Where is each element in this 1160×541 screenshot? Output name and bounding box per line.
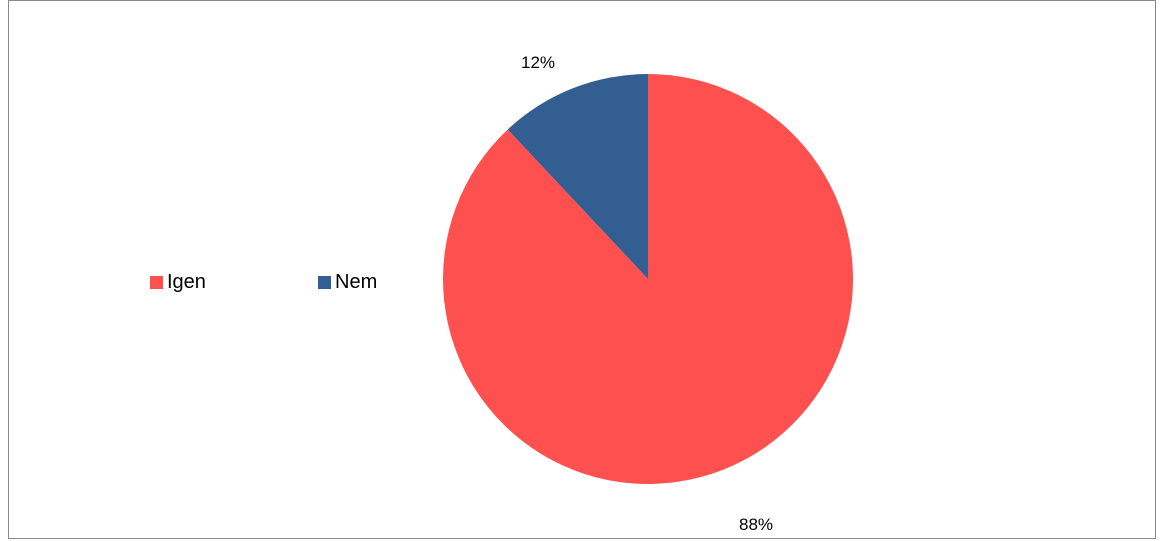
legend-swatch-igen xyxy=(150,276,163,289)
data-label-igen: 88% xyxy=(739,515,773,534)
pie-slice-nem xyxy=(507,74,648,279)
legend-label-nem: Nem xyxy=(335,271,378,293)
legend-swatch-nem xyxy=(318,276,331,289)
legend-label-igen: Igen xyxy=(167,271,206,293)
legend: Igen Nem xyxy=(150,271,377,294)
legend-item-igen: Igen xyxy=(150,271,206,294)
data-label-nem: 12% xyxy=(521,53,555,72)
legend-item-nem: Nem xyxy=(318,271,377,294)
